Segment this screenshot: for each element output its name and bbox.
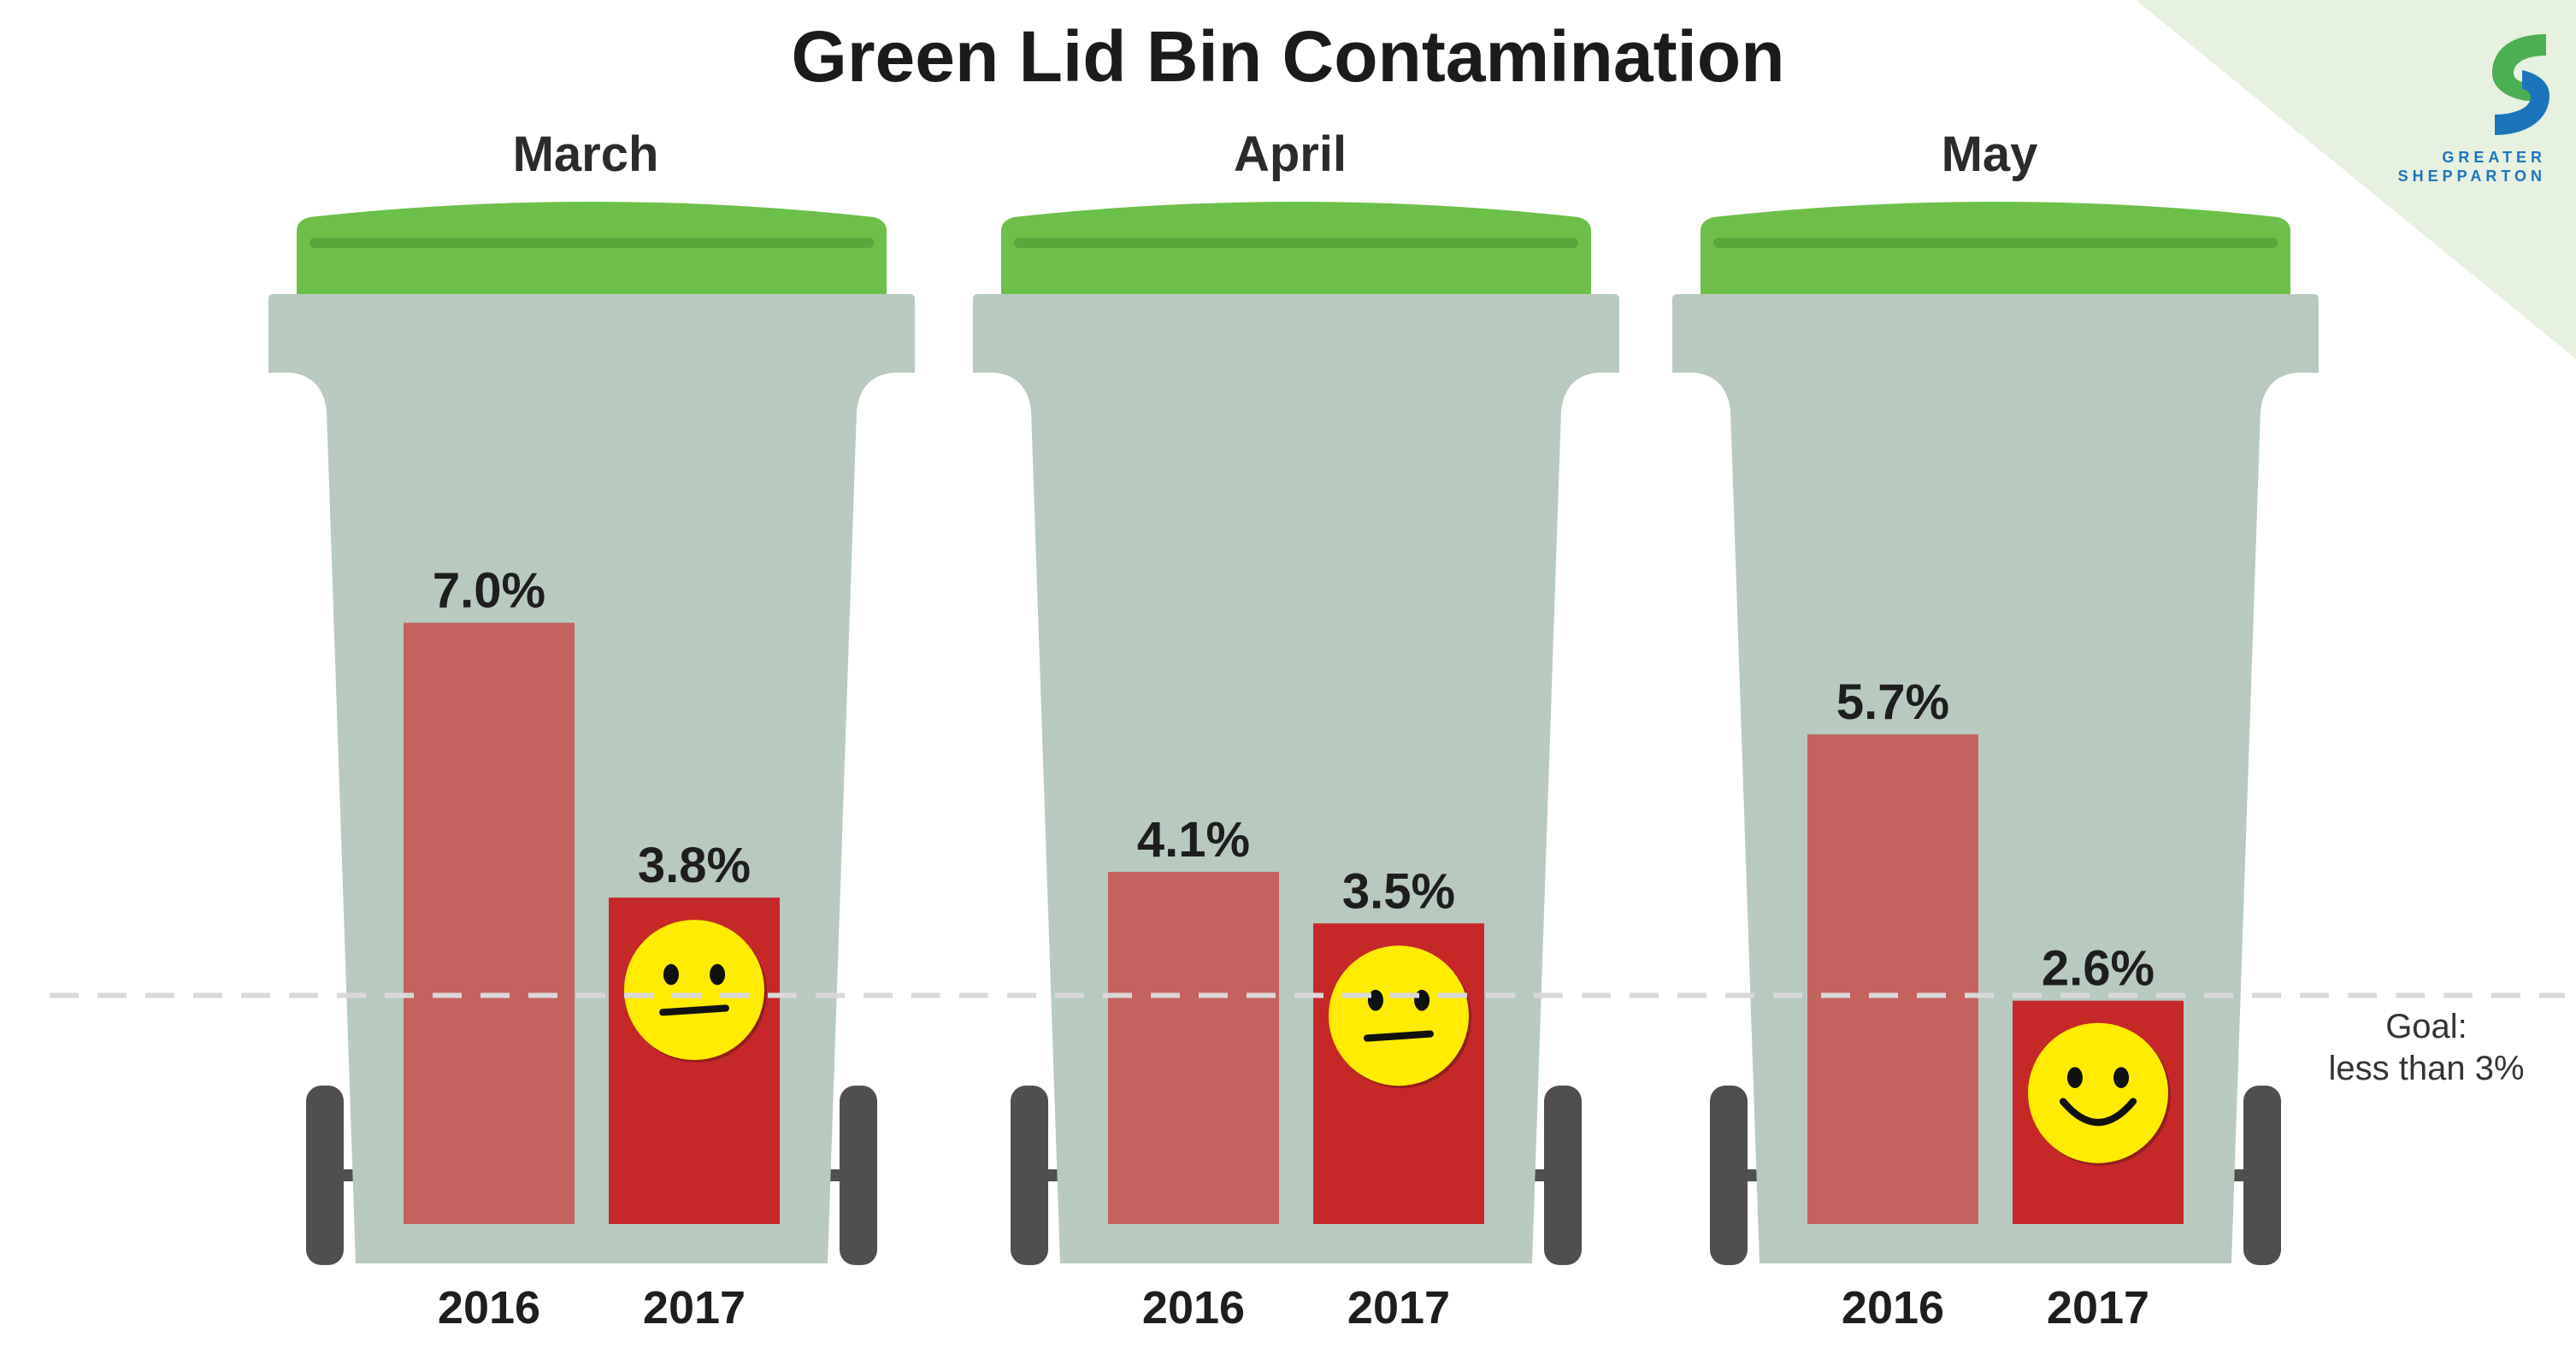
bin-wheel-right	[840, 1086, 877, 1265]
data-label: 5.7%	[1836, 674, 1949, 730]
category-label: May	[1942, 127, 2038, 182]
bin-lid-stripe	[1014, 238, 1578, 248]
bin-april: April 4.1% 2016 3.5% 2017	[973, 127, 1619, 1333]
bin-wheel-left	[306, 1086, 344, 1265]
category-label: April	[1234, 127, 1347, 182]
year-label: 2016	[438, 1282, 540, 1333]
goal-label-line1: Goal:	[2385, 1008, 2467, 1045]
face-mouth	[658, 1004, 730, 1016]
data-label: 3.5%	[1342, 863, 1455, 919]
data-label: 7.0%	[433, 563, 545, 619]
face-eye-left	[2066, 1067, 2083, 1088]
bin-march: March 7.0% 2016 3.8% 2017	[268, 127, 915, 1333]
bin-wheel-right	[1544, 1086, 1582, 1265]
year-label: 2017	[1347, 1282, 1450, 1333]
year-label: 2016	[1142, 1282, 1245, 1333]
bar-2016	[1108, 871, 1279, 1224]
bin-wheel-left	[1710, 1086, 1748, 1265]
bin-body	[1672, 294, 2319, 1263]
corner-background	[2136, 0, 2576, 359]
bin-may: May 5.7% 2016 2.6% 2017	[1672, 127, 2319, 1333]
goal-label-line2: less than 3%	[2328, 1050, 2524, 1087]
face-eye-left	[1367, 989, 1383, 1011]
face-neutral-icon	[624, 920, 767, 1063]
bin-body	[268, 294, 915, 1263]
shepparton-s-logo-icon	[2492, 34, 2549, 135]
data-label: 3.8%	[638, 838, 751, 893]
face-smile-icon	[2028, 1022, 2171, 1166]
bar-2016	[1807, 734, 1978, 1224]
year-label: 2017	[643, 1282, 746, 1333]
bin-lid-stripe	[309, 238, 874, 248]
chart-title: Green Lid Bin Contamination	[791, 16, 1785, 97]
data-label: 2.6%	[2042, 941, 2155, 997]
face-eye-left	[663, 963, 679, 986]
brand-name-line2: SHEPPARTON	[2398, 168, 2546, 185]
face-eye-right	[2113, 1067, 2130, 1088]
data-label: 4.1%	[1137, 812, 1250, 868]
face-mouth	[2059, 1098, 2137, 1127]
bin-lid-stripe	[1713, 238, 2278, 248]
brand-name-line1: GREATER	[2442, 149, 2546, 166]
year-label: 2017	[2047, 1282, 2149, 1333]
face-disc	[2028, 1022, 2168, 1163]
face-neutral-icon	[1329, 945, 1471, 1089]
bin-wheel-left	[1011, 1086, 1048, 1265]
face-eye-right	[710, 963, 726, 986]
face-disc	[624, 920, 764, 1061]
face-disc	[1329, 945, 1469, 1086]
category-label: March	[513, 127, 659, 182]
year-label: 2016	[1842, 1282, 1944, 1333]
bin-body	[973, 294, 1619, 1263]
bin-wheel-right	[2243, 1086, 2281, 1265]
face-mouth	[1363, 1030, 1435, 1042]
bar-2016	[404, 622, 575, 1224]
